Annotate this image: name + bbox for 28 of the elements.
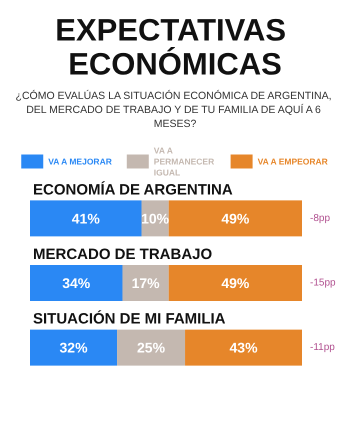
- data-label: 43%: [230, 340, 258, 356]
- y-tick-label: ECONOMÍA DE ARGENTINA: [33, 180, 233, 198]
- bar: [168, 200, 302, 236]
- data-label: 17%: [132, 275, 160, 291]
- legend-label: VA A MEJORAR: [48, 156, 112, 166]
- legend-label: VA A EMPEORAR: [258, 156, 328, 166]
- data-label: 32%: [60, 340, 88, 356]
- text: -11pp: [310, 342, 336, 354]
- data-label: 49%: [221, 210, 250, 226]
- text: -8pp: [310, 212, 330, 224]
- chart-title: EXPECTATIVAS ECONÓMICAS: [55, 12, 295, 82]
- y-tick-label: SITUACIÓN DE MI FAMILIA: [33, 310, 226, 328]
- data-label: 10%: [141, 210, 170, 226]
- bar: [30, 265, 122, 301]
- data-label: 49%: [221, 275, 250, 291]
- data-label: 41%: [72, 210, 100, 226]
- text: -15pp: [310, 278, 336, 288]
- legend-label: VA A PERMANECER IGUAL: [154, 146, 217, 178]
- bar: [168, 265, 302, 301]
- bar: [30, 330, 118, 366]
- bar: [185, 330, 302, 366]
- data-label: 25%: [137, 340, 166, 356]
- bar: [122, 265, 169, 301]
- data-label: 34%: [62, 275, 91, 291]
- bar: [117, 330, 186, 366]
- bar: [30, 200, 142, 236]
- y-tick-label: MERCADO DE TRABAJO: [33, 246, 213, 263]
- chart-subtitle: ¿CÓMO EVALÚAS LA SITUACIÓN ECONÓMICA DE ARGENTINA, DEL MERCADO DE TRABAJO Y DE TU FAMILIA DE AQUÍ A 6 MESES?: [16, 89, 334, 130]
